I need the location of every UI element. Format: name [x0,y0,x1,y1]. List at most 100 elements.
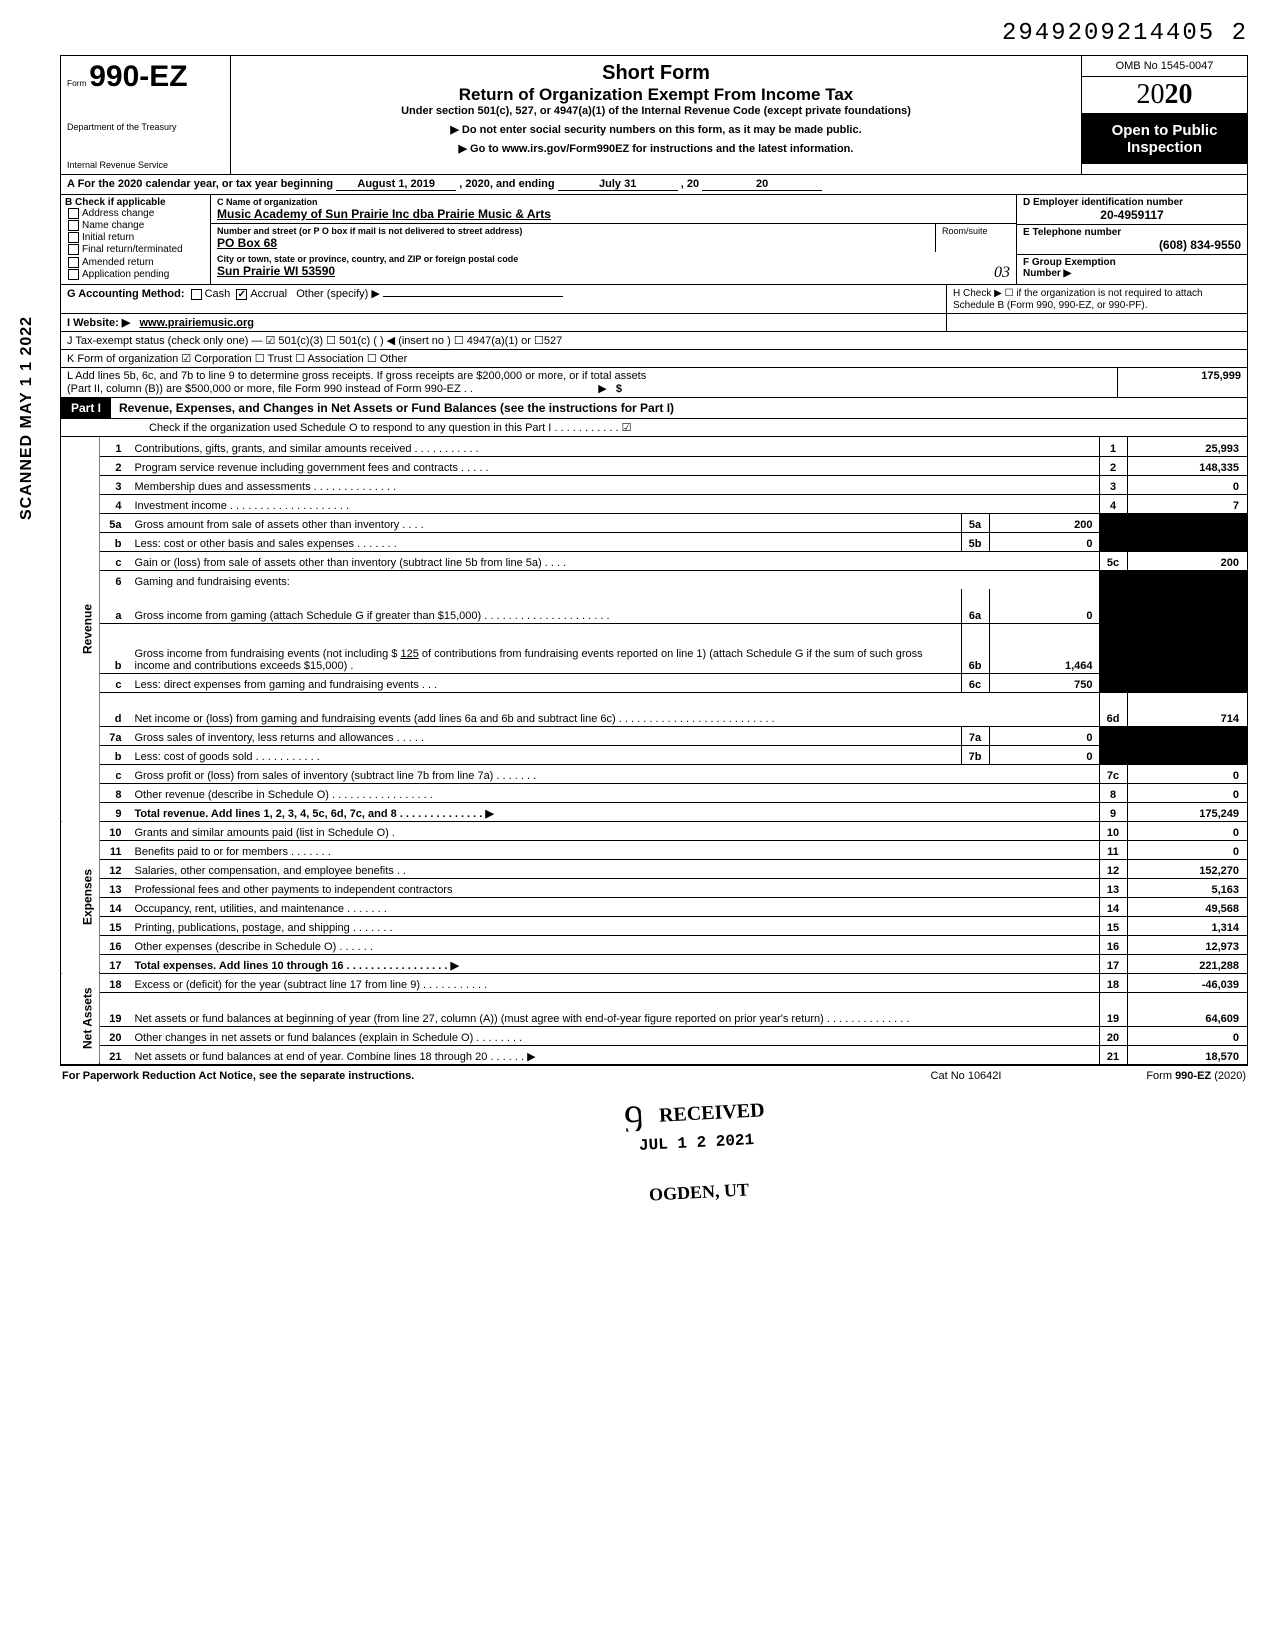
warning-goto: ▶ Go to www.irs.gov/Form990EZ for instru… [241,142,1071,155]
form-prefix: Form [67,78,86,88]
year-bold: 20 [1165,79,1193,110]
r6a-shade [1099,589,1127,623]
r7b-num: b [100,745,130,764]
form-under: Under section 501(c), 527, or 4947(a)(1)… [241,105,1071,117]
r7a-desc: Gross sales of inventory, less returns a… [130,726,962,745]
row-13: 13 Professional fees and other payments … [61,878,1247,897]
r11-num: 11 [100,840,130,859]
r6a-num: a [100,589,130,623]
row-6c: c Less: direct expenses from gaming and … [61,673,1247,692]
r21-desc: Net assets or fund balances at end of ye… [130,1045,1100,1064]
lbl-amended-return: Amended return [82,257,154,268]
r1-outnum: 1 [1099,437,1127,456]
r8-outnum: 8 [1099,783,1127,802]
r5a-desc: Gross amount from sale of assets other t… [130,513,962,532]
chk-final-return[interactable]: Final return/terminated [65,244,206,255]
r6c-innum: 6c [961,673,989,692]
r10-desc: Grants and similar amounts paid (list in… [130,821,1100,840]
r17-amt: 221,288 [1127,954,1247,973]
r5a-innum: 5a [961,513,989,532]
row-5a: 5a Gross amount from sale of assets othe… [61,513,1247,532]
r6b-inamt: 1,464 [989,623,1099,673]
r9-amt: 175,249 [1127,802,1247,821]
chk-accrual[interactable]: ✓ [236,289,247,300]
row-6d: d Net income or (loss) from gaming and f… [61,692,1247,726]
r20-outnum: 20 [1099,1026,1127,1045]
chk-address-change[interactable]: Address change [65,208,206,219]
lbl-street: Number and street (or P O box if mail is… [217,226,929,236]
row-6b: b Gross income from fundraising events (… [61,623,1247,673]
r11-outnum: 11 [1099,840,1127,859]
top-code: 2949209214405 2 [60,20,1248,47]
r7c-outnum: 7c [1099,764,1127,783]
line-k-text: K Form of organization ☑ Corporation ☐ T… [67,352,407,365]
r8-desc: Other revenue (describe in Schedule O) .… [130,783,1100,802]
r19-amt: 64,609 [1127,992,1247,1026]
r6d-amt: 714 [1127,692,1247,726]
r12-desc: Salaries, other compensation, and employ… [130,859,1100,878]
r13-num: 13 [100,878,130,897]
r6b-pre: Gross income from fundraising events (no… [135,648,398,660]
row-10: Expenses 10 Grants and similar amounts p… [61,821,1247,840]
r7a-innum: 7a [961,726,989,745]
row-21: 21 Net assets or fund balances at end of… [61,1045,1247,1064]
r3-outnum: 3 [1099,475,1127,494]
side-label-revenue: Revenue [61,437,100,821]
dept-treasury: Department of the Treasury [67,122,224,132]
org-name: Music Academy of Sun Prairie Inc dba Pra… [217,207,1010,221]
footer-cat-no: Cat No 10642I [866,1070,1066,1082]
chk-amended-return[interactable]: Amended return [65,257,206,268]
r6a-shade2 [1127,589,1247,623]
lbl-initial-return: Initial return [82,232,134,243]
r3-desc: Membership dues and assessments . . . . … [130,475,1100,494]
chk-name-change[interactable]: Name change [65,220,206,231]
r14-desc: Occupancy, rent, utilities, and maintena… [130,897,1100,916]
r12-num: 12 [100,859,130,878]
chk-cash[interactable] [191,289,202,300]
ein: 20-4959117 [1023,208,1241,222]
r7b-innum: 7b [961,745,989,764]
r5b-desc: Less: cost or other basis and sales expe… [130,532,962,551]
r12-outnum: 12 [1099,859,1127,878]
part-1-header: Part I Revenue, Expenses, and Changes in… [61,398,1247,419]
r20-num: 20 [100,1026,130,1045]
r6-num: 6 [100,570,130,589]
lbl-accrual: Accrual [250,288,287,300]
side-label-expenses: Expenses [61,821,100,973]
part-1-check: Check if the organization used Schedule … [61,419,1247,437]
chk-initial-return[interactable]: Initial return [65,232,206,243]
r2-outnum: 2 [1099,456,1127,475]
r1-desc: Contributions, gifts, grants, and simila… [130,437,1100,456]
r20-desc: Other changes in net assets or fund bala… [130,1026,1100,1045]
phone: (608) 834-9550 [1023,238,1241,252]
r17-num: 17 [100,954,130,973]
gross-receipts: 175,999 [1117,368,1247,397]
r6b-shade [1099,623,1127,673]
form-title: Short Form [241,62,1071,85]
r18-num: 18 [100,973,130,992]
r5a-shade2 [1127,513,1247,532]
part-1-check-text: Check if the organization used Schedule … [69,421,1239,434]
r15-num: 15 [100,916,130,935]
r18-outnum: 18 [1099,973,1127,992]
r5c-amt: 200 [1127,551,1247,570]
r7c-amt: 0 [1127,764,1247,783]
r16-amt: 12,973 [1127,935,1247,954]
r10-num: 10 [100,821,130,840]
r7a-num: 7a [100,726,130,745]
r6b-shade2 [1127,623,1247,673]
row-8: 8 Other revenue (describe in Schedule O)… [61,783,1247,802]
r13-amt: 5,163 [1127,878,1247,897]
line-l-text1: L Add lines 5b, 6c, and 7b to line 9 to … [67,370,1111,382]
r2-num: 2 [100,456,130,475]
stamp-date: JUL 1 2 2021 [620,1124,773,1162]
r6d-outnum: 6d [1099,692,1127,726]
lbl-cash: Cash [205,288,231,300]
row-5b: b Less: cost or other basis and sales ex… [61,532,1247,551]
side-scanned-stamp: SCANNED MAY 1 1 2022 [18,316,36,520]
r5a-inamt: 200 [989,513,1099,532]
side-label-net-assets: Net Assets [61,973,100,1064]
r7b-shade2 [1127,745,1247,764]
r10-amt: 0 [1127,821,1247,840]
chk-application-pending[interactable]: Application pending [65,269,206,280]
